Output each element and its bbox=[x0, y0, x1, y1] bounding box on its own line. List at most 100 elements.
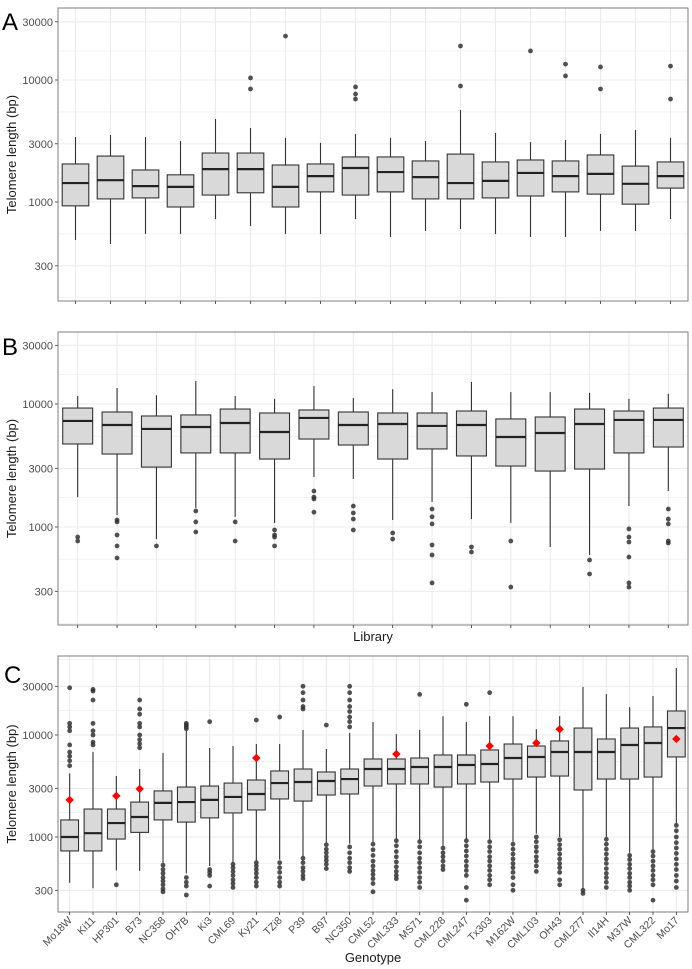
outlier-point bbox=[417, 850, 423, 856]
box-iqr bbox=[596, 738, 616, 780]
outlier-point bbox=[137, 697, 143, 703]
outlier-point bbox=[487, 690, 493, 696]
outlier-point bbox=[673, 878, 679, 884]
y-tick-label: 30000 bbox=[22, 17, 53, 29]
box-iqr bbox=[620, 727, 640, 780]
outlier-point bbox=[665, 521, 671, 527]
outlier-point bbox=[323, 850, 329, 856]
box-item-18 bbox=[656, 63, 685, 220]
outlier-point bbox=[67, 758, 73, 764]
outlier-point bbox=[587, 557, 592, 563]
outlier-point bbox=[463, 853, 469, 859]
outlier-point bbox=[393, 854, 399, 860]
outlier-point bbox=[154, 543, 159, 549]
box-Tx303 bbox=[480, 690, 500, 888]
box-Mo17 bbox=[666, 667, 686, 890]
outlier-point bbox=[248, 86, 253, 92]
y-axis-title: Telomere length (bp) bbox=[4, 724, 19, 843]
outlier-point bbox=[557, 851, 563, 857]
box-item-2 bbox=[101, 387, 133, 561]
box-TZi8 bbox=[270, 714, 290, 889]
outlier-point bbox=[323, 846, 329, 852]
box-item-2 bbox=[96, 135, 125, 244]
outlier-point bbox=[347, 844, 353, 850]
outlier-point bbox=[627, 857, 633, 863]
outlier-point bbox=[528, 48, 533, 54]
outlier-point bbox=[183, 726, 189, 732]
outlier-point bbox=[300, 865, 306, 871]
outlier-point bbox=[510, 851, 516, 857]
box-CML52 bbox=[363, 722, 383, 895]
y-tick-label: 30000 bbox=[22, 681, 53, 693]
outlier-point bbox=[673, 834, 679, 840]
box-iqr bbox=[666, 710, 686, 758]
box-item-13 bbox=[481, 132, 510, 234]
x-tick-label: HP301 bbox=[90, 915, 121, 946]
y-tick-label: 1000 bbox=[29, 197, 53, 209]
mean-marker-Mo17 bbox=[672, 734, 681, 744]
outlier-point bbox=[440, 867, 446, 872]
outlier-point bbox=[90, 732, 96, 738]
box-iqr bbox=[446, 153, 475, 200]
outlier-point bbox=[347, 868, 353, 874]
box-iqr bbox=[455, 410, 487, 457]
outlier-point bbox=[417, 879, 423, 885]
outlier-point bbox=[347, 850, 353, 856]
outlier-point bbox=[557, 846, 563, 852]
outlier-point bbox=[311, 496, 317, 502]
outlier-point bbox=[440, 850, 446, 856]
box-iqr bbox=[219, 408, 251, 454]
outlier-point bbox=[272, 534, 277, 540]
outlier-point bbox=[650, 858, 656, 864]
outlier-point bbox=[253, 875, 259, 880]
x-tick-label: Mo17 bbox=[654, 915, 681, 942]
panel-border bbox=[57, 7, 689, 302]
box-CML228 bbox=[433, 716, 453, 872]
box-iqr bbox=[166, 174, 195, 208]
outlier-point bbox=[347, 709, 353, 714]
outlier-point bbox=[557, 856, 563, 862]
box-iqr bbox=[153, 790, 173, 821]
outlier-point bbox=[510, 861, 516, 866]
x-tick-label: Ky21 bbox=[236, 915, 262, 941]
box-CML103 bbox=[526, 729, 546, 874]
outlier-point bbox=[533, 868, 539, 874]
outlier-point bbox=[390, 536, 396, 542]
outlier-point bbox=[557, 865, 563, 871]
outlier-point bbox=[277, 714, 283, 720]
outlier-point bbox=[183, 879, 189, 885]
box-iqr bbox=[236, 152, 265, 194]
outlier-point bbox=[193, 519, 199, 525]
outlier-point bbox=[598, 86, 603, 92]
outlier-point bbox=[417, 860, 423, 866]
y-tick-label: 10000 bbox=[22, 399, 53, 411]
x-axis-title: Library bbox=[353, 629, 393, 644]
box-iqr bbox=[83, 808, 103, 852]
outlier-point bbox=[160, 889, 166, 895]
outlier-point bbox=[300, 706, 306, 712]
x-tick-label: NC358 bbox=[137, 915, 169, 947]
box-item-11 bbox=[411, 141, 440, 231]
box-item-5 bbox=[219, 396, 251, 544]
outlier-point bbox=[393, 873, 399, 878]
box-item-5 bbox=[201, 118, 230, 220]
box-iqr bbox=[480, 749, 500, 783]
outlier-point bbox=[626, 584, 632, 590]
outlier-point bbox=[253, 883, 259, 889]
box-item-3 bbox=[140, 395, 172, 549]
box-item-17 bbox=[621, 130, 650, 231]
y-axis-title: Telomere length (bp) bbox=[4, 419, 19, 538]
y-tick-label: 3000 bbox=[29, 783, 53, 795]
outlier-point bbox=[650, 873, 656, 878]
outlier-point bbox=[650, 897, 656, 903]
outlier-point bbox=[232, 538, 238, 544]
outlier-point bbox=[463, 848, 469, 854]
mean-marker-Mo18W bbox=[65, 795, 74, 805]
panel-letter: B bbox=[2, 334, 18, 361]
box-iqr bbox=[61, 163, 90, 207]
outlier-point bbox=[323, 854, 329, 860]
y-tick-label: 300 bbox=[35, 261, 53, 273]
outlier-point bbox=[627, 875, 633, 880]
outlier-point bbox=[563, 61, 568, 67]
outlier-point bbox=[627, 883, 633, 889]
